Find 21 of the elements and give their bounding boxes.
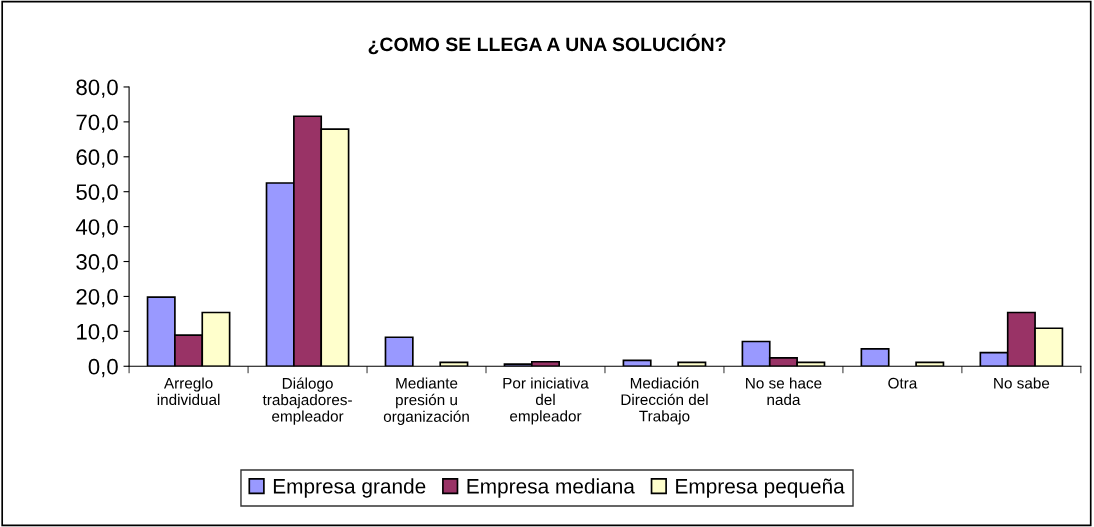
y-tick-label: 10,0 [77, 323, 118, 343]
y-tick-label: 80,0 [76, 79, 118, 98]
legend-label: Empresa mediana [467, 478, 635, 498]
legend-label: Empresa grande [273, 478, 426, 498]
x-tick-label: Diálogo trabajadores- empleador [262, 377, 352, 425]
x-tick-label: Otra [888, 377, 918, 389]
y-tick-label: 30,0 [76, 254, 118, 273]
y-tick-label: 20,0 [76, 288, 118, 308]
y-tick-label: 40,0 [75, 219, 118, 238]
x-tick-label: Arreglo individual [157, 377, 220, 406]
x-tick-label: Mediación Dirección del Trabajo [621, 377, 708, 425]
y-tick-label: 50,0 [76, 184, 118, 203]
chart-title: ¿COMO SE LLEGA A UNA SOLUCIÓN? [368, 33, 726, 55]
x-tick-label: No se hace nada [746, 377, 822, 406]
y-tick-label: 0,0 [88, 358, 118, 378]
x-tick-label: Por iniciativa del empleador [503, 377, 589, 425]
x-tick-label: Mediante presión u organización [383, 377, 469, 425]
x-tick-label: No sabe [994, 377, 1050, 389]
y-tick-label: 60,0 [76, 149, 118, 168]
y-tick-label: 70,0 [76, 114, 118, 133]
legend-label: Empresa pequeña [676, 478, 845, 498]
